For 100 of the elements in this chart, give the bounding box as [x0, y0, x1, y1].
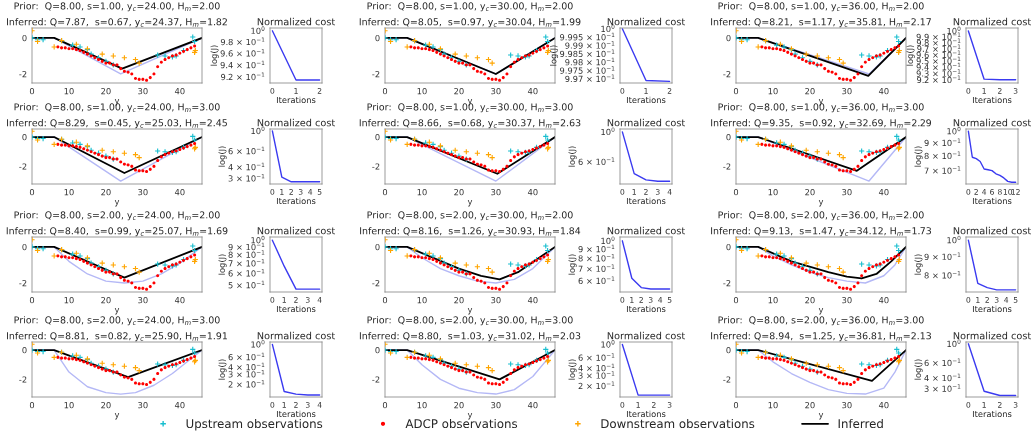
- line-series: [967, 239, 1017, 291]
- y-tick-label: 9.99 × 10$^{−1}$: [565, 41, 615, 49]
- point: [163, 58, 167, 62]
- point: [858, 260, 865, 268]
- y-tick-label: -2: [723, 70, 731, 78]
- x-axis-title: Iterations: [626, 197, 666, 205]
- point: [897, 253, 901, 257]
- y-tick-label: -2: [19, 376, 27, 383]
- x-tick-label: 40: [527, 88, 538, 95]
- chart-subtitle: Inferred: Q=8.66, s=0.68, y$_{c}$=30.37, H$_{m}$=2.63: [359, 119, 581, 129]
- point: [826, 278, 830, 282]
- point: [865, 148, 873, 155]
- point: [126, 163, 130, 167]
- point: [531, 51, 535, 55]
- chart-title: Normalized cost: [257, 17, 335, 26]
- point: [93, 151, 97, 155]
- line-series: [621, 131, 671, 182]
- point: [446, 364, 450, 368]
- point: [544, 349, 551, 357]
- x-tick-label: 0: [733, 297, 739, 304]
- point: [893, 33, 900, 41]
- point: [486, 285, 491, 290]
- point: [472, 67, 476, 71]
- point: [154, 360, 161, 368]
- point: [475, 278, 479, 282]
- y-tick-label: -2: [19, 279, 27, 287]
- y-tick-label: 10$^{0}$: [601, 24, 615, 33]
- y-tick-label: -2: [19, 163, 27, 170]
- x-tick-label: 30: [842, 88, 852, 95]
- point: [512, 60, 516, 64]
- legend-label: Inferred: [838, 418, 883, 429]
- point: [509, 65, 513, 69]
- x-tick-label: 40: [878, 88, 889, 95]
- x-tick-label: 20: [101, 88, 111, 95]
- point: [145, 382, 149, 387]
- point: [193, 142, 197, 146]
- y-tick-label: 9.98 × 10$^{−1}$: [565, 57, 615, 66]
- point: [514, 361, 522, 368]
- point: [895, 349, 902, 357]
- y-tick-label: 4 × 10$^{−1}$: [228, 362, 265, 371]
- chart-title: Normalized cost: [953, 331, 1031, 340]
- y-tick-label: 3 × 10$^{−1}$: [228, 369, 265, 378]
- x-tick-label: 20: [454, 88, 464, 95]
- legend-label: Upstream observations: [186, 418, 323, 431]
- x-tick-label: 0: [29, 297, 35, 304]
- x-tick-label: 30: [491, 189, 501, 196]
- y-tick-label: 9.985 × 10$^{−1}$: [560, 49, 615, 58]
- x-tick-label: 10: [417, 402, 427, 409]
- point: [778, 48, 782, 52]
- x-tick-label: 10: [64, 189, 74, 196]
- point: [814, 261, 821, 269]
- x-axis-title: Iterations: [972, 96, 1012, 104]
- legend-label: Downstream observations: [601, 418, 755, 429]
- x-tick-label: 30: [138, 402, 148, 409]
- y-tick-label: 0: [375, 134, 380, 141]
- x-tick-label: 30: [491, 88, 501, 95]
- x-tick-label: 40: [878, 402, 889, 409]
- y-tick-label: 9.975 × 10$^{−1}$: [560, 66, 615, 74]
- point: [193, 253, 197, 257]
- point: [148, 380, 152, 384]
- y-tick-label: 2 × 10$^{−1}$: [578, 381, 615, 390]
- y-tick-label: 9.6 × 10$^{−1}$: [220, 49, 265, 57]
- point: [507, 360, 514, 368]
- y-tick-label: -2: [723, 279, 731, 287]
- x-tick-label: 0: [29, 189, 35, 196]
- x-axis-title: Iterations: [626, 410, 666, 418]
- x-tick-label: 0: [382, 297, 388, 304]
- x-tick-label: 40: [527, 189, 538, 196]
- point: [78, 48, 82, 53]
- y-tick-label: -2: [19, 70, 27, 78]
- chart-title: Prior: Q=8.00, s=2.00, y$_{c}$=24.00, H$_{m}$=3.00: [14, 316, 220, 326]
- point: [516, 267, 520, 271]
- point: [137, 382, 141, 386]
- x-tick-label: 40: [174, 402, 185, 409]
- y-axis-title: log(J): [568, 254, 577, 275]
- point: [860, 371, 864, 376]
- point: [860, 274, 864, 278]
- point: [479, 376, 483, 380]
- chart-title: Normalized cost: [257, 331, 335, 340]
- point: [71, 256, 75, 260]
- y-tick-label: 4 × 10$^{−1}$: [578, 363, 615, 372]
- point: [852, 167, 856, 171]
- x-tick-label: 40: [527, 297, 538, 304]
- point: [78, 257, 82, 262]
- chart-title: Prior: Q=8.00, s=2.00, y$_{c}$=30.00, H$_{m}$=2.00: [367, 211, 573, 221]
- point: [159, 269, 163, 273]
- point: [542, 242, 549, 250]
- point: [797, 265, 801, 269]
- y-tick-label: 0: [726, 243, 731, 251]
- point: [865, 361, 873, 368]
- point: [93, 364, 97, 368]
- x-tick-label: 10: [64, 88, 74, 95]
- y-tick-label: 0: [726, 347, 731, 354]
- chart-subtitle: Inferred: Q=7.87, s=0.67, y$_{c}$=24.37, H$_{m}$=1.82: [7, 18, 227, 28]
- x-tick-label: 20: [101, 297, 111, 304]
- point: [507, 147, 514, 155]
- point: [782, 257, 786, 262]
- point: [74, 48, 78, 52]
- point: [893, 143, 897, 147]
- point: [96, 58, 101, 62]
